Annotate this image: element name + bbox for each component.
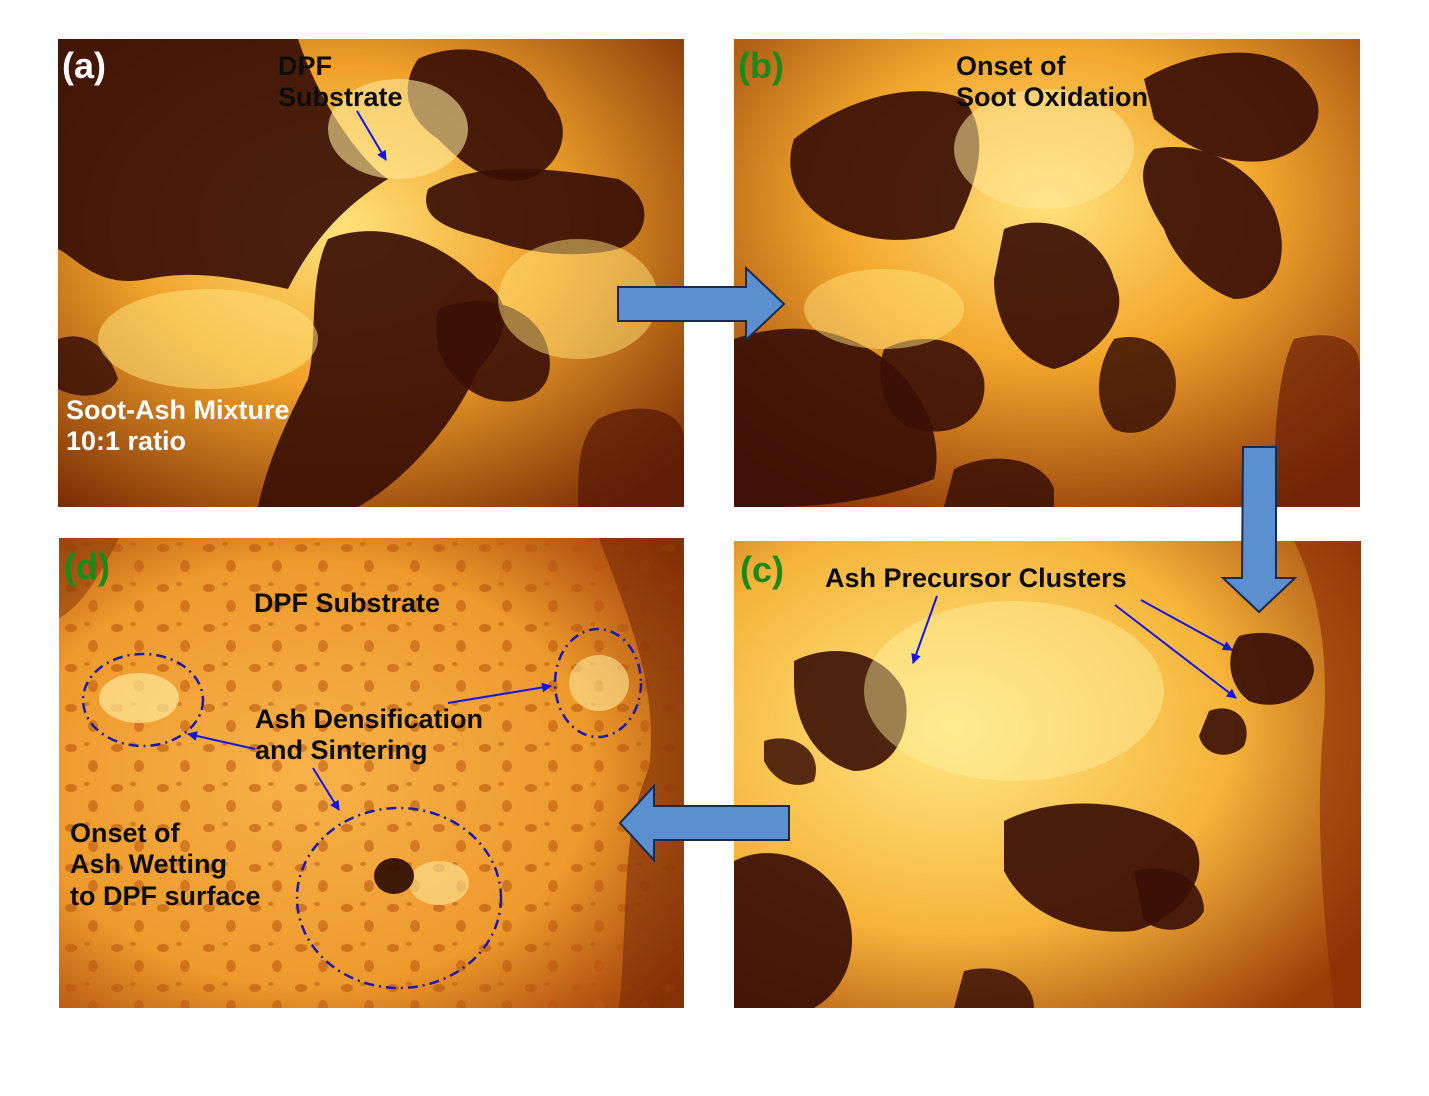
panel-d: (d) DPF Substrate Ash Densification and …: [59, 538, 684, 1008]
panel-c: (c) Ash Precursor Clusters: [734, 541, 1361, 1008]
panel-a: (a) DPF Substrate Soot-Ash Mixture 10:1 …: [58, 39, 684, 507]
soot-ash-mixture-label: Soot-Ash Mixture 10:1 ratio: [66, 395, 290, 457]
panel-b: (b) Onset of Soot Oxidation: [734, 39, 1360, 507]
ash-precursor-clusters-label: Ash Precursor Clusters: [825, 563, 1127, 593]
panel-a-tag: (a): [62, 45, 106, 86]
panel-b-tag: (b): [738, 45, 784, 86]
ash-wetting-label: Onset of Ash Wetting to DPF surface: [70, 818, 261, 911]
panel-c-tag: (c): [740, 549, 784, 590]
soot-oxidation-label: Onset of Soot Oxidation: [956, 51, 1148, 113]
ash-densification-label: Ash Densification and Sintering: [255, 704, 484, 766]
dpf-substrate-label: DPF Substrate: [278, 51, 403, 113]
panel-d-tag: (d): [64, 546, 110, 587]
panel-b-micrograph: [734, 39, 1360, 507]
panel-c-micrograph: [734, 541, 1361, 1008]
dpf-substrate-label-d: DPF Substrate: [254, 588, 441, 618]
